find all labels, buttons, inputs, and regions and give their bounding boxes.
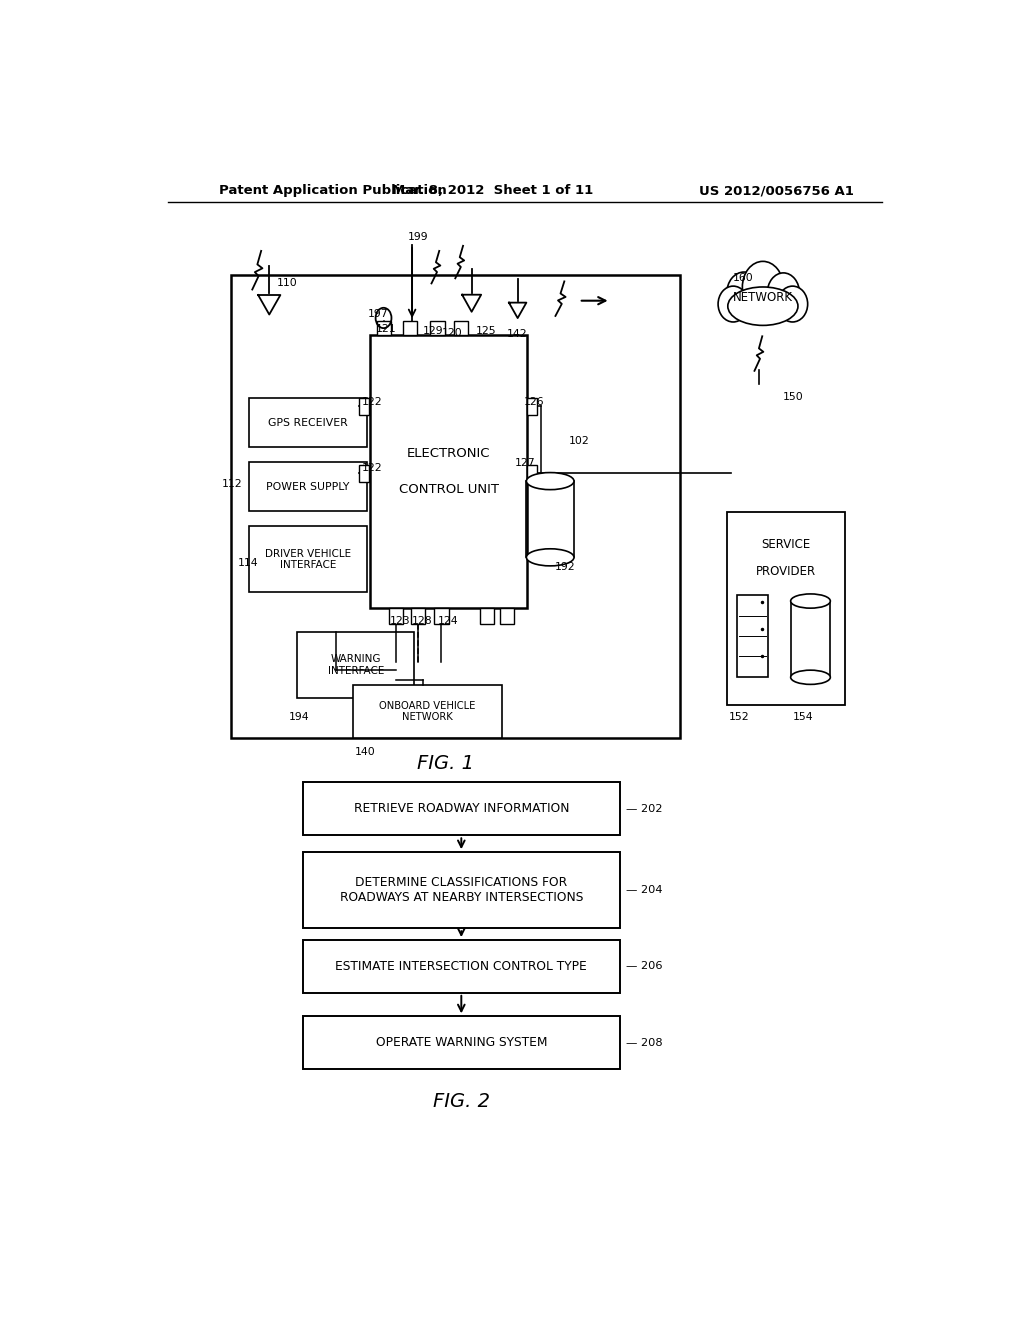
Text: 142: 142 bbox=[507, 329, 527, 339]
Text: 122: 122 bbox=[361, 463, 382, 474]
Bar bbox=[231, 276, 680, 738]
Text: — 208: — 208 bbox=[627, 1038, 663, 1048]
Text: 192: 192 bbox=[555, 562, 575, 572]
Bar bbox=[303, 1016, 621, 1069]
Text: RETRIEVE ROADWAY INFORMATION: RETRIEVE ROADWAY INFORMATION bbox=[353, 803, 569, 816]
Text: POWER SUPPLY: POWER SUPPLY bbox=[266, 482, 350, 491]
Text: ESTIMATE INTERSECTION CONTROL TYPE: ESTIMATE INTERSECTION CONTROL TYPE bbox=[336, 960, 587, 973]
Text: 124: 124 bbox=[437, 616, 458, 626]
Text: 197: 197 bbox=[368, 309, 388, 319]
Text: 199: 199 bbox=[408, 232, 428, 242]
Ellipse shape bbox=[791, 671, 830, 684]
Bar bbox=[370, 335, 527, 607]
Bar bbox=[727, 512, 845, 705]
Bar bbox=[359, 465, 370, 482]
Text: 102: 102 bbox=[568, 436, 589, 446]
Bar bbox=[303, 853, 621, 928]
Text: OPERATE WARNING SYSTEM: OPERATE WARNING SYSTEM bbox=[376, 1036, 547, 1049]
Text: FIG. 2: FIG. 2 bbox=[433, 1092, 489, 1111]
Text: US 2012/0056756 A1: US 2012/0056756 A1 bbox=[699, 185, 854, 198]
Bar bbox=[430, 321, 444, 335]
Text: 129: 129 bbox=[423, 326, 443, 337]
Text: 122: 122 bbox=[361, 397, 382, 408]
Bar bbox=[303, 783, 621, 836]
Text: 121: 121 bbox=[376, 325, 396, 334]
Ellipse shape bbox=[526, 473, 574, 490]
Text: 127: 127 bbox=[515, 458, 536, 469]
Text: PROVIDER: PROVIDER bbox=[756, 565, 816, 578]
Bar bbox=[455, 321, 468, 335]
Text: ONBOARD VEHICLE
NETWORK: ONBOARD VEHICLE NETWORK bbox=[379, 701, 475, 722]
Text: DETERMINE CLASSIFICATIONS FOR
ROADWAYS AT NEARBY INTERSECTIONS: DETERMINE CLASSIFICATIONS FOR ROADWAYS A… bbox=[340, 876, 583, 904]
Text: DRIVER VEHICLE
INTERFACE: DRIVER VEHICLE INTERFACE bbox=[265, 549, 351, 570]
Text: 110: 110 bbox=[278, 279, 298, 288]
Bar bbox=[359, 397, 370, 414]
Ellipse shape bbox=[777, 286, 808, 322]
Text: — 206: — 206 bbox=[627, 961, 663, 972]
Text: 112: 112 bbox=[221, 479, 243, 488]
Bar bbox=[352, 685, 502, 738]
Bar bbox=[500, 607, 514, 624]
Bar bbox=[250, 399, 367, 447]
Text: 120: 120 bbox=[442, 329, 463, 338]
Bar bbox=[250, 527, 367, 593]
Bar bbox=[303, 940, 621, 993]
Text: 154: 154 bbox=[793, 713, 814, 722]
Ellipse shape bbox=[767, 273, 800, 314]
Ellipse shape bbox=[718, 286, 749, 322]
Text: 126: 126 bbox=[524, 397, 545, 408]
Ellipse shape bbox=[727, 272, 761, 314]
Bar bbox=[377, 321, 391, 335]
Text: Patent Application Publication: Patent Application Publication bbox=[219, 185, 447, 198]
Bar bbox=[527, 465, 538, 482]
Bar bbox=[527, 397, 538, 414]
Text: 194: 194 bbox=[289, 713, 309, 722]
Bar bbox=[389, 607, 403, 624]
Text: CONTROL UNIT: CONTROL UNIT bbox=[398, 483, 499, 496]
Bar bbox=[297, 632, 415, 698]
Ellipse shape bbox=[728, 286, 798, 326]
Text: Mar. 8, 2012  Sheet 1 of 11: Mar. 8, 2012 Sheet 1 of 11 bbox=[392, 185, 594, 198]
Bar bbox=[479, 607, 494, 624]
Text: 128: 128 bbox=[412, 616, 433, 626]
Text: — 202: — 202 bbox=[627, 804, 663, 814]
Ellipse shape bbox=[526, 549, 574, 566]
Text: — 204: — 204 bbox=[627, 886, 663, 895]
Bar bbox=[736, 595, 768, 677]
Text: SERVICE: SERVICE bbox=[761, 539, 811, 552]
Bar bbox=[434, 607, 449, 624]
Ellipse shape bbox=[742, 261, 783, 313]
Text: 123: 123 bbox=[390, 616, 411, 626]
Text: 150: 150 bbox=[782, 392, 804, 403]
Bar bbox=[250, 462, 367, 511]
Text: 140: 140 bbox=[355, 747, 376, 756]
Text: FIG. 1: FIG. 1 bbox=[417, 754, 474, 772]
Text: 125: 125 bbox=[475, 326, 497, 337]
Ellipse shape bbox=[791, 594, 830, 609]
Text: 114: 114 bbox=[238, 558, 258, 568]
Bar bbox=[411, 607, 425, 624]
Text: ELECTRONIC: ELECTRONIC bbox=[407, 446, 490, 459]
Bar bbox=[402, 321, 417, 335]
Text: 152: 152 bbox=[729, 713, 750, 722]
Text: WARNING
INTERFACE: WARNING INTERFACE bbox=[328, 655, 384, 676]
Text: NETWORK: NETWORK bbox=[733, 292, 793, 304]
Text: GPS RECEIVER: GPS RECEIVER bbox=[268, 417, 348, 428]
Text: 160: 160 bbox=[733, 273, 754, 284]
